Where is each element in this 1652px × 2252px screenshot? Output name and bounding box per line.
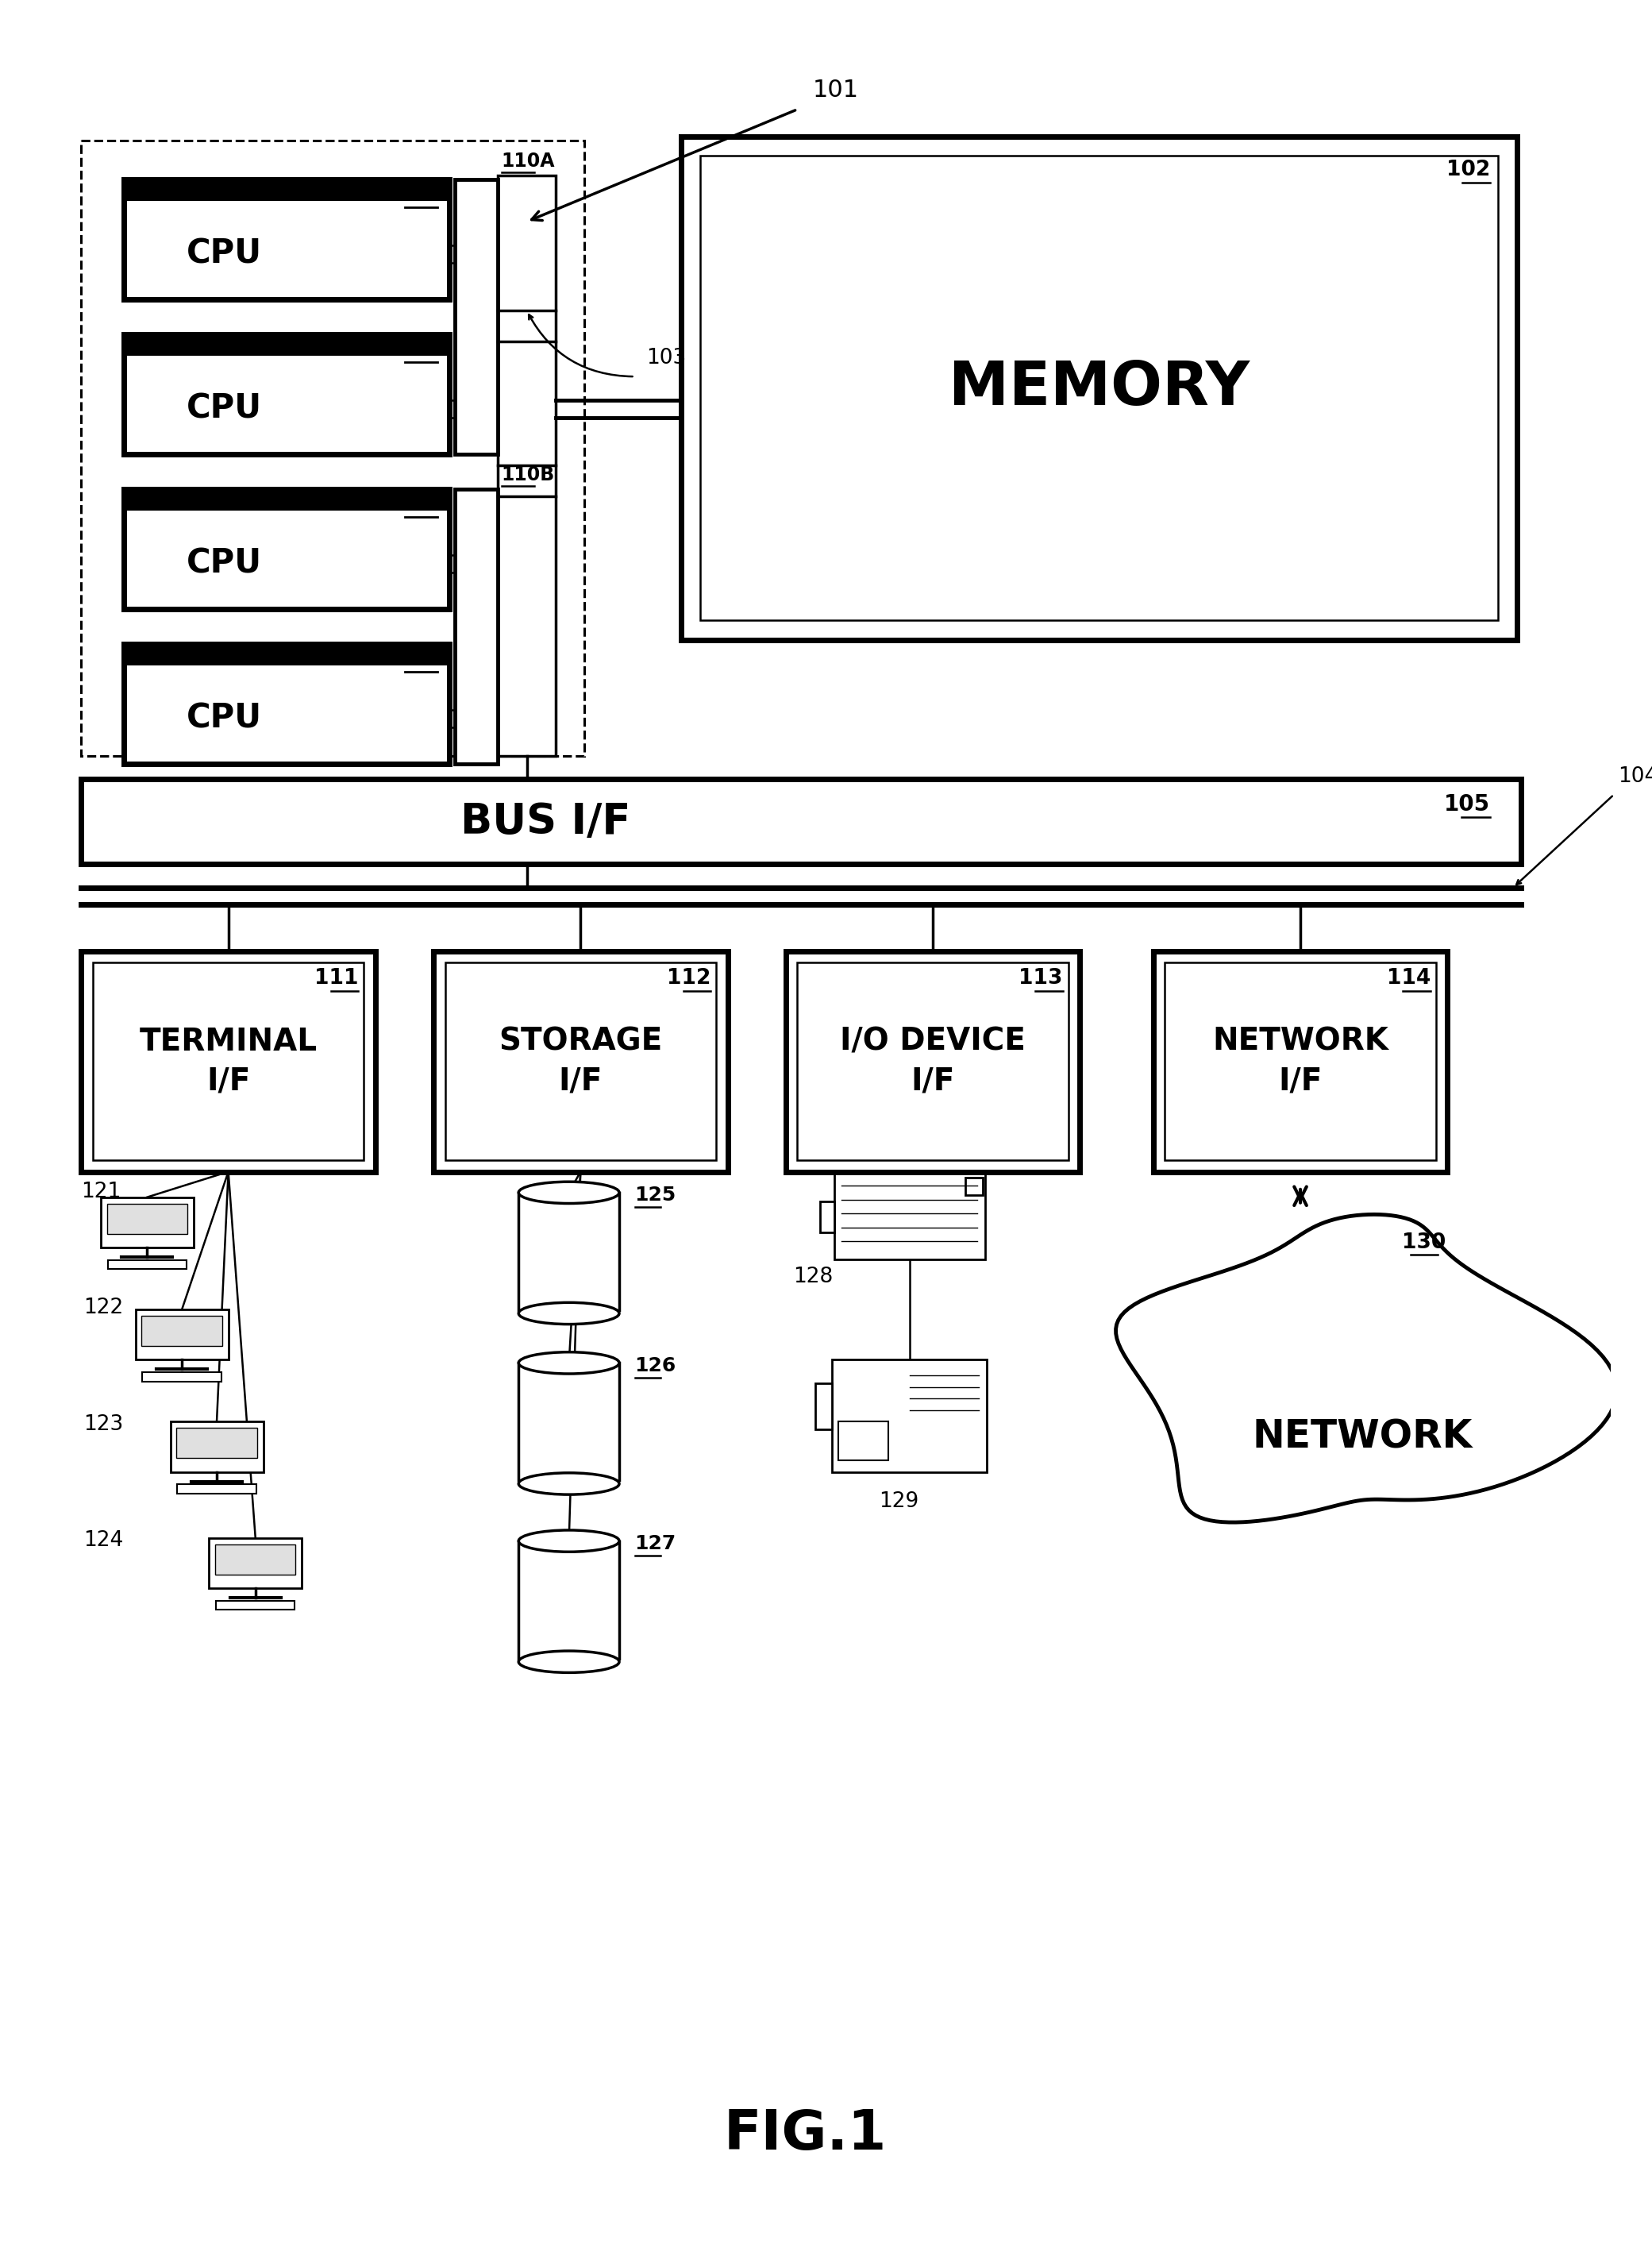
Bar (101, 1198, 193, 1248)
Text: MEMORY: MEMORY (948, 358, 1249, 417)
Bar (834, 1173, 985, 1259)
Bar (819, 1200, 834, 1232)
Bar (124, 180, 449, 300)
Text: 110B: 110B (502, 466, 555, 484)
Bar (833, 1360, 986, 1473)
Bar (1165, 962, 1436, 1160)
Text: 114: 114 (1386, 968, 1431, 989)
Ellipse shape (519, 1473, 620, 1495)
Text: TERMINAL
I/F: TERMINAL I/F (139, 1027, 317, 1097)
Text: 113: 113 (1019, 968, 1062, 989)
Text: 126: 126 (634, 1356, 676, 1376)
Bar (124, 333, 449, 455)
Bar (497, 176, 555, 757)
Text: 123: 123 (84, 1414, 124, 1435)
Bar (454, 180, 497, 455)
Ellipse shape (519, 1302, 620, 1324)
Bar (142, 1315, 221, 1347)
Bar (81, 140, 585, 757)
Bar (142, 1371, 221, 1380)
Bar (519, 1540, 620, 1662)
Text: CPU: CPU (187, 236, 263, 270)
Bar (170, 1421, 263, 1473)
Bar (786, 950, 1080, 1171)
Text: CPU: CPU (187, 547, 263, 579)
Bar (814, 1383, 833, 1430)
Text: 124: 124 (84, 1529, 124, 1552)
Bar (965, 1178, 983, 1196)
Text: 125: 125 (634, 1185, 676, 1205)
Bar (124, 644, 449, 763)
Bar (177, 1484, 256, 1493)
Text: 110A: 110A (502, 151, 555, 171)
Bar (215, 1545, 296, 1574)
Bar (124, 644, 449, 664)
Text: 128: 128 (793, 1268, 833, 1288)
Text: STORAGE
I/F: STORAGE I/F (499, 1027, 662, 1097)
Text: 101D: 101D (383, 651, 438, 669)
Text: 121: 121 (81, 1182, 121, 1203)
Bar (519, 1362, 620, 1484)
Bar (700, 155, 1498, 619)
Text: FIG.1: FIG.1 (724, 2108, 887, 2160)
Bar (444, 962, 715, 1160)
Bar (124, 489, 449, 608)
Text: 127: 127 (634, 1534, 676, 1554)
Text: CPU: CPU (187, 392, 263, 426)
Bar (93, 962, 363, 1160)
Bar (107, 1203, 187, 1234)
Ellipse shape (519, 1651, 620, 1673)
Bar (124, 489, 449, 511)
Bar (1153, 950, 1447, 1171)
Bar (107, 1259, 187, 1270)
Text: 101: 101 (813, 79, 859, 101)
Bar (81, 950, 375, 1171)
Text: 122: 122 (84, 1297, 124, 1317)
Polygon shape (1115, 1214, 1617, 1522)
Text: 102: 102 (1446, 160, 1490, 180)
Bar (838, 1421, 889, 1462)
Ellipse shape (519, 1529, 620, 1552)
Bar (124, 333, 449, 356)
Text: 112: 112 (667, 968, 710, 989)
Bar (210, 1538, 302, 1588)
Text: I/O DEVICE
I/F: I/O DEVICE I/F (839, 1027, 1026, 1097)
Text: NETWORK
I/F: NETWORK I/F (1213, 1027, 1388, 1097)
Text: 103: 103 (646, 349, 686, 369)
Text: 101B: 101B (383, 340, 438, 360)
Bar (216, 1601, 296, 1610)
Bar (519, 1194, 620, 1313)
Text: BUS I/F: BUS I/F (461, 802, 631, 842)
Text: 111: 111 (314, 968, 358, 989)
Bar (135, 1308, 228, 1360)
Text: 130: 130 (1403, 1232, 1446, 1252)
Bar (433, 950, 727, 1171)
Text: CPU: CPU (187, 700, 263, 734)
Bar (454, 489, 497, 763)
Bar (798, 962, 1069, 1160)
Text: NETWORK: NETWORK (1252, 1419, 1472, 1457)
Text: 129: 129 (879, 1491, 919, 1511)
Text: 105: 105 (1444, 793, 1490, 815)
Ellipse shape (519, 1351, 620, 1374)
Text: 101C: 101C (385, 495, 438, 513)
Ellipse shape (519, 1182, 620, 1203)
Text: 104: 104 (1617, 766, 1652, 786)
Bar (124, 180, 449, 200)
Bar (81, 779, 1521, 865)
Bar (681, 137, 1517, 640)
Bar (177, 1428, 258, 1457)
Text: 101A: 101A (383, 185, 438, 205)
